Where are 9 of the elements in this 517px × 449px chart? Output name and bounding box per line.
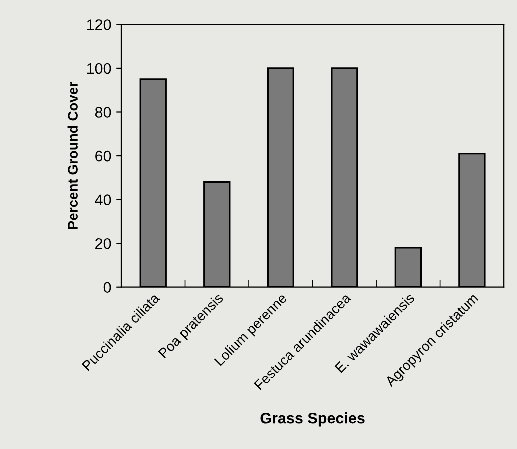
x-axis-title: Grass Species [260,412,365,427]
y-tick-label: 20 [96,238,112,250]
y-tick-label: 40 [95,194,112,206]
y-tick-label: 120 [87,20,112,30]
y-tick-label: 0 [104,282,112,294]
y-tick-label: 100 [87,63,112,74]
y-axis-title: Percent Ground Cover [68,82,78,230]
y-tick-label: 80 [95,107,112,118]
y-tick-label: 60 [96,150,112,162]
